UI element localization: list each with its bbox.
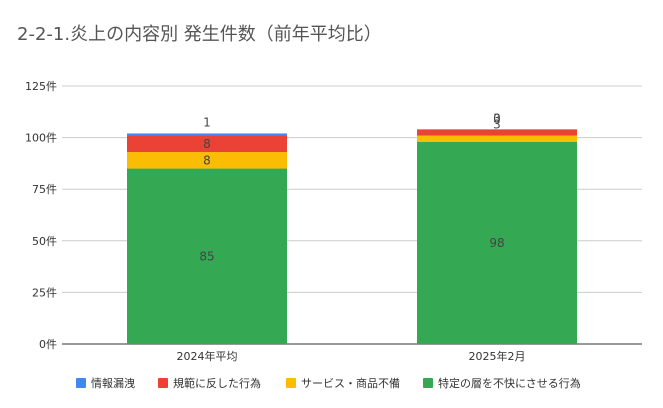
data-label: 3	[493, 118, 501, 132]
legend-swatch	[158, 378, 168, 388]
chart-title: 2-2-1.炎上の内容別 発生件数（前年平均比）	[17, 24, 382, 45]
legend-swatch	[76, 378, 86, 388]
bar-segment	[127, 133, 287, 136]
legend-label: サービス・商品不備	[301, 376, 400, 390]
bar-segment	[127, 168, 287, 344]
data-label: 0	[493, 111, 501, 125]
data-label: 8	[203, 153, 211, 167]
legend-swatch	[286, 378, 296, 388]
data-label: 1	[203, 115, 211, 129]
y-tick-label: 25件	[32, 286, 57, 299]
y-tick-label: 125件	[25, 80, 57, 93]
legend-label: 情報漏洩	[91, 376, 135, 390]
data-label: 98	[489, 236, 504, 250]
legend-swatch	[423, 378, 433, 388]
y-tick-label: 50件	[32, 235, 57, 248]
data-label: 3	[493, 111, 501, 125]
y-tick-label: 100件	[25, 132, 57, 145]
bar-segment	[417, 135, 577, 142]
y-tick-label: 75件	[32, 183, 57, 196]
data-label: 8	[203, 137, 211, 151]
x-tick-label: 2025年2月	[469, 349, 526, 363]
legend-label: 規範に反した行為	[173, 376, 261, 390]
data-label: 85	[199, 249, 214, 263]
legend-label: 特定の層を不快にさせる行為	[438, 376, 581, 390]
x-tick-label: 2024年平均	[177, 349, 238, 363]
y-tick-label: 0件	[39, 338, 57, 351]
bar-segment	[127, 152, 287, 169]
bar-segment	[417, 141, 577, 344]
bar-segment	[417, 129, 577, 136]
bar-segment	[127, 135, 287, 153]
